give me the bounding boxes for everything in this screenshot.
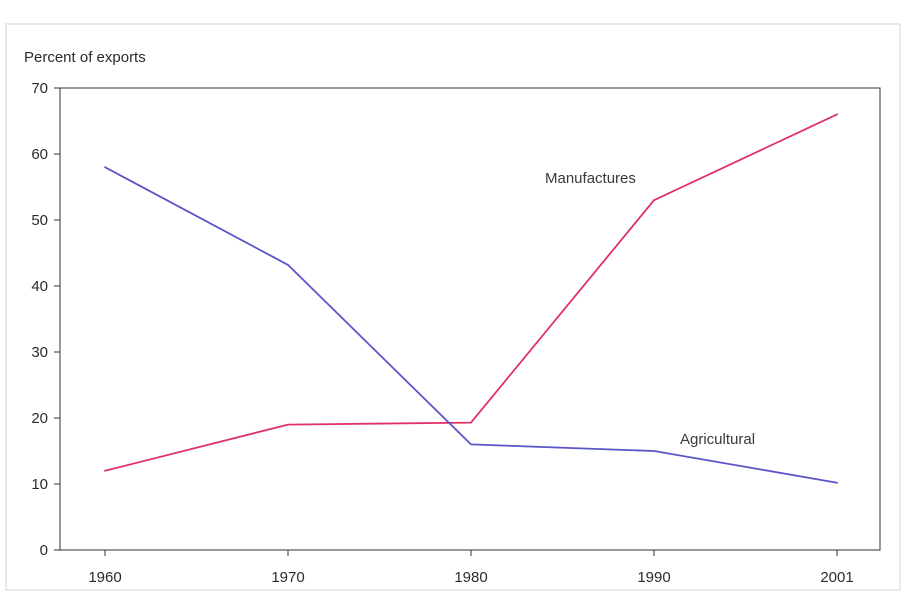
x-tick-label: 1980 bbox=[454, 569, 487, 586]
y-tick-label: 60 bbox=[31, 146, 48, 163]
y-tick-label: 40 bbox=[31, 278, 48, 295]
x-tick-label: 1960 bbox=[88, 569, 121, 586]
series-label-agricultural: Agricultural bbox=[680, 431, 755, 448]
x-tick-label: 2001 bbox=[820, 569, 853, 586]
panel-border bbox=[5, 23, 901, 591]
x-tick-label: 1970 bbox=[271, 569, 304, 586]
series-label-manufactures: Manufactures bbox=[545, 170, 636, 187]
x-axis: 1960 1970 1980 1990 2001 bbox=[88, 550, 854, 586]
y-tick-label: 0 bbox=[40, 542, 48, 559]
y-tick-label: 20 bbox=[31, 410, 48, 427]
y-tick-label: 10 bbox=[31, 476, 48, 493]
y-tick-label: 50 bbox=[31, 212, 48, 229]
series-layer: Manufactures Agricultural bbox=[104, 113, 838, 484]
plot-frame bbox=[59, 87, 881, 551]
y-tick-label: 30 bbox=[31, 344, 48, 361]
x-tick-label: 1990 bbox=[637, 569, 670, 586]
plot-area: 0 10 20 30 40 50 60 70 1960 1970 1980 1990 2001 Man… bbox=[31, 80, 881, 586]
y-axis: 0 10 20 30 40 50 60 70 bbox=[31, 80, 60, 559]
y-tick-label: 70 bbox=[31, 80, 48, 97]
y-axis-title: Percent of exports bbox=[24, 49, 146, 66]
